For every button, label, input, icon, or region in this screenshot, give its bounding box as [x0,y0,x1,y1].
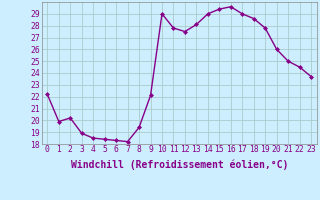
X-axis label: Windchill (Refroidissement éolien,°C): Windchill (Refroidissement éolien,°C) [70,160,288,170]
